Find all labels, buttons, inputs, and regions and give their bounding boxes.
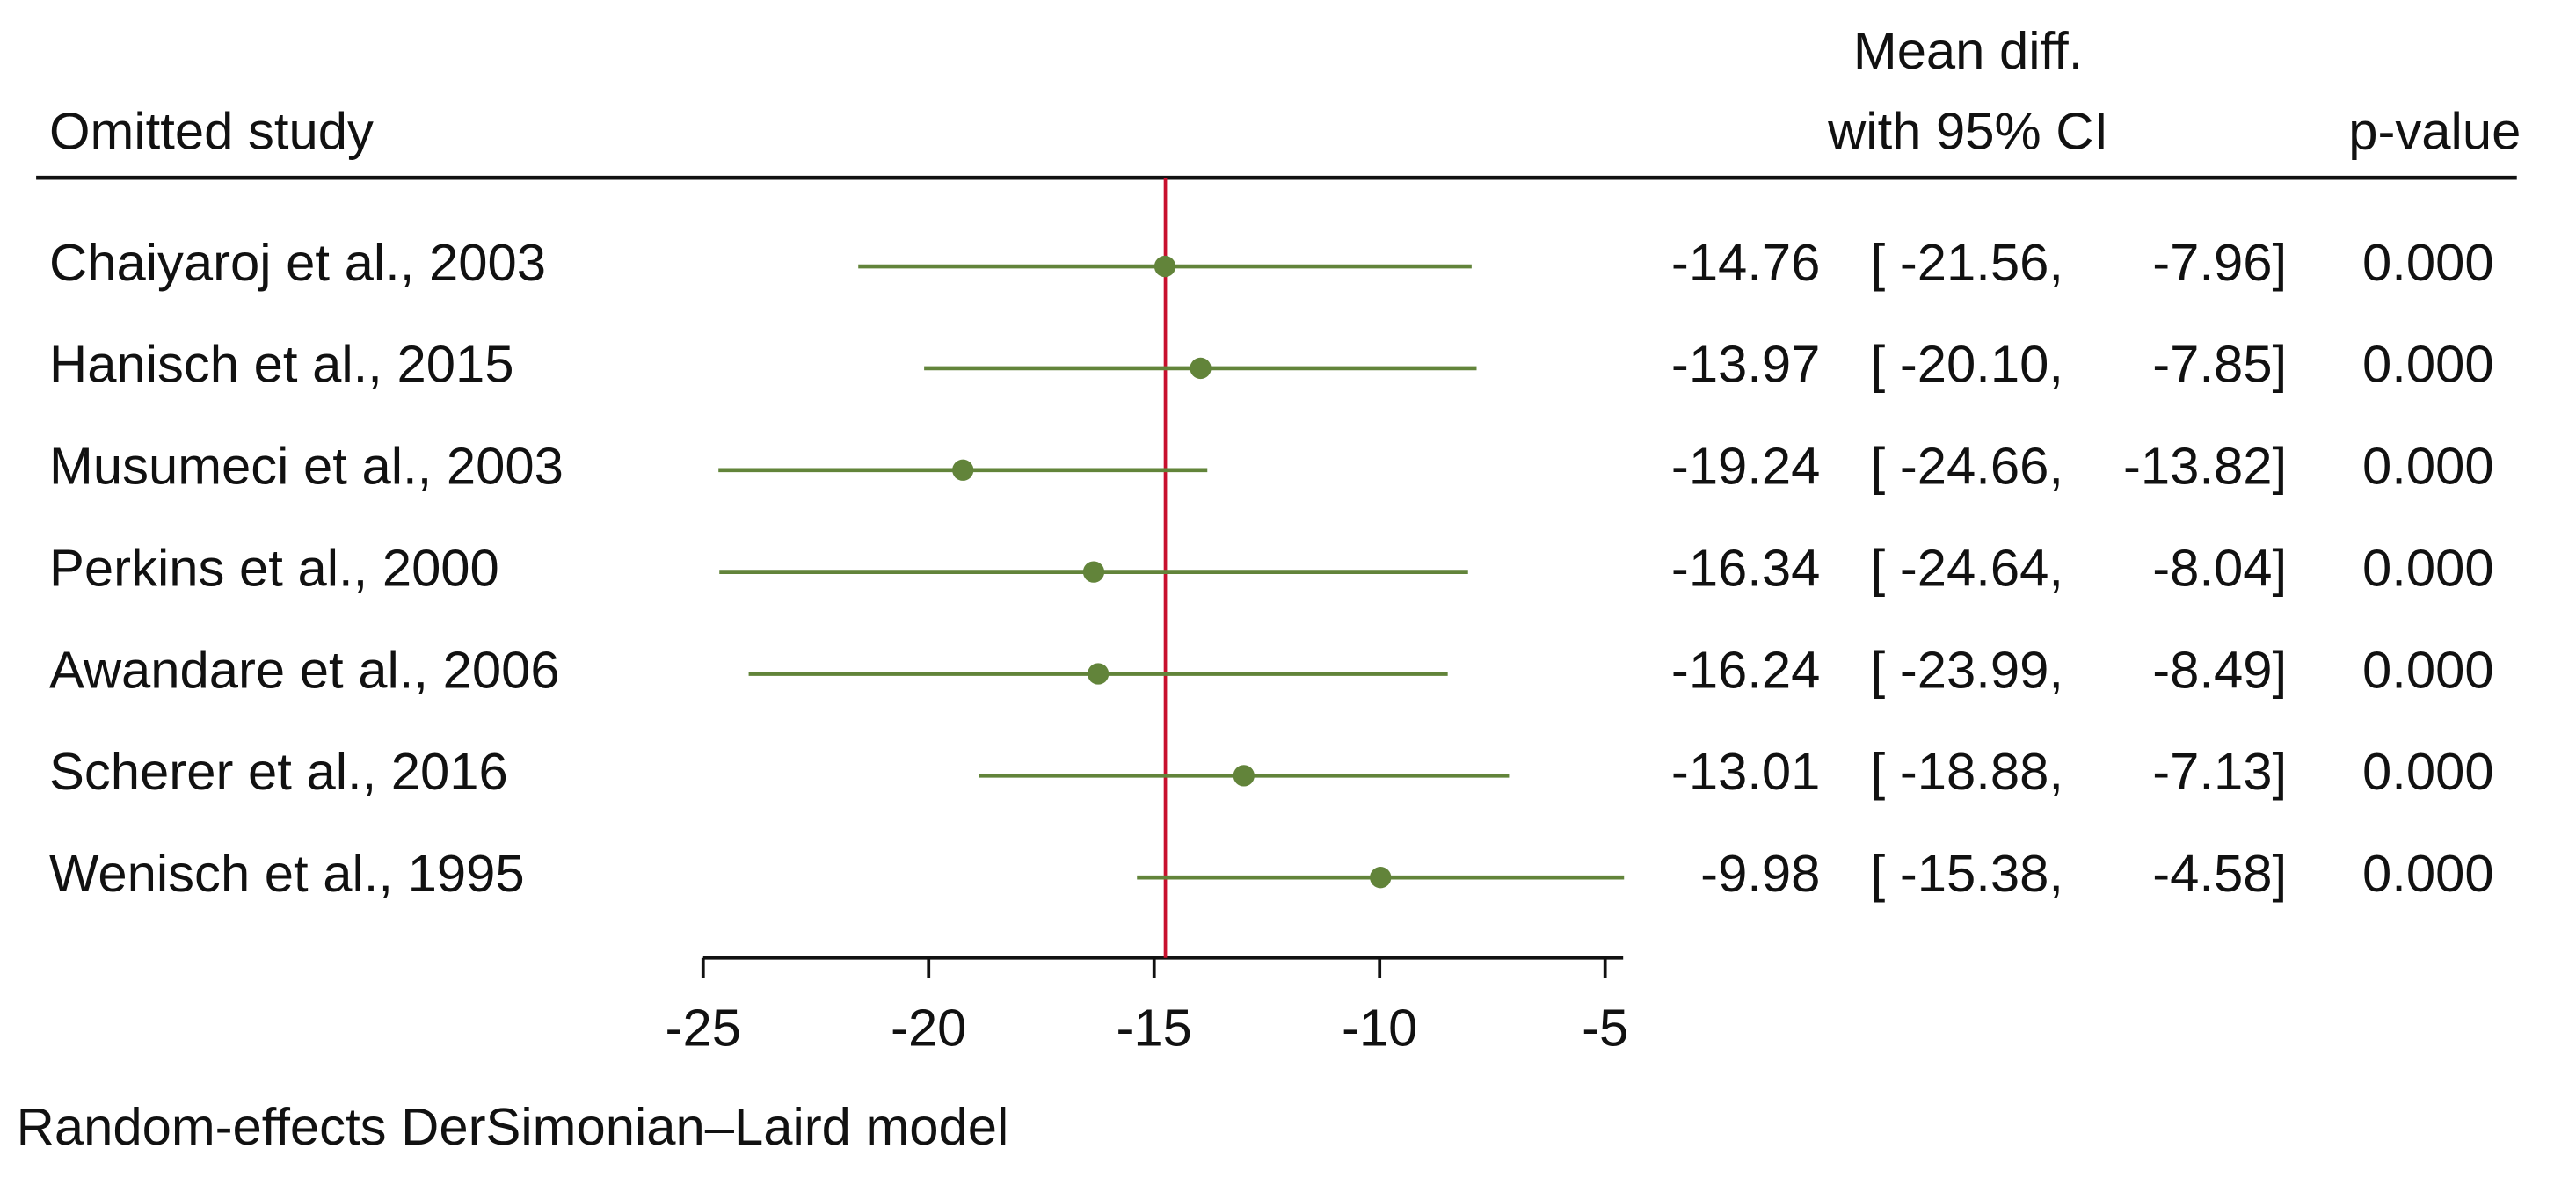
study-label: Awandare et al., 2006 bbox=[49, 640, 560, 699]
ci-upper-label: -13.82] bbox=[2123, 437, 2287, 496]
point-estimate bbox=[1233, 765, 1255, 787]
ci-lower-label: [ -24.66, bbox=[1871, 437, 2063, 496]
p-value-label: 0.000 bbox=[2362, 538, 2494, 597]
p-value-label: 0.000 bbox=[2362, 742, 2494, 801]
mean-label: -14.76 bbox=[1671, 233, 1821, 292]
ci-lower-label: [ -23.99, bbox=[1871, 640, 2063, 699]
x-tick-label: -10 bbox=[1342, 999, 1417, 1058]
ci-lower-label: [ -15.38, bbox=[1871, 844, 2063, 903]
mean-label: -19.24 bbox=[1671, 437, 1821, 496]
x-tick-label: -20 bbox=[891, 999, 966, 1058]
header-effect: with 95% CI bbox=[1827, 101, 2108, 160]
point-estimate bbox=[1082, 561, 1105, 583]
mean-label: -13.97 bbox=[1671, 335, 1821, 394]
x-tick-label: -25 bbox=[666, 999, 741, 1058]
p-value-label: 0.000 bbox=[2362, 640, 2494, 699]
point-estimate bbox=[952, 459, 974, 481]
mean-label: -16.34 bbox=[1671, 538, 1821, 597]
ci-upper-label: -8.04] bbox=[2152, 538, 2287, 597]
point-estimate bbox=[1370, 867, 1392, 889]
p-value-label: 0.000 bbox=[2362, 335, 2494, 394]
ci-upper-label: -4.58] bbox=[2152, 844, 2287, 903]
mean-label: -9.98 bbox=[1700, 844, 1820, 903]
mean-label: -16.24 bbox=[1671, 640, 1821, 699]
study-label: Scherer et al., 2016 bbox=[49, 742, 508, 801]
x-tick-label: -5 bbox=[1582, 999, 1628, 1058]
mean-label: -13.01 bbox=[1671, 742, 1821, 801]
x-tick-label: -15 bbox=[1117, 999, 1192, 1058]
header-study: Omitted study bbox=[49, 101, 374, 160]
ci-lower-label: [ -18.88, bbox=[1871, 742, 2063, 801]
study-label: Chaiyaroj et al., 2003 bbox=[49, 233, 546, 292]
ci-lower-label: [ -20.10, bbox=[1871, 335, 2063, 394]
ci-upper-label: -7.85] bbox=[2152, 335, 2287, 394]
point-estimate bbox=[1087, 663, 1110, 685]
study-label: Hanisch et al., 2015 bbox=[49, 335, 513, 394]
point-estimate bbox=[1190, 357, 1212, 380]
ci-upper-label: -7.96] bbox=[2152, 233, 2287, 292]
p-value-label: 0.000 bbox=[2362, 844, 2494, 903]
study-label: Musumeci et al., 2003 bbox=[49, 437, 564, 496]
header-effect: Mean diff. bbox=[1853, 21, 2083, 80]
ci-lower-label: [ -24.64, bbox=[1871, 538, 2063, 597]
study-label: Perkins et al., 2000 bbox=[49, 538, 499, 597]
note: Random-effects DerSimonian–Laird model bbox=[17, 1097, 1009, 1156]
p-value-label: 0.000 bbox=[2362, 437, 2494, 496]
ci-lower-label: [ -21.56, bbox=[1871, 233, 2063, 292]
p-value-label: 0.000 bbox=[2362, 233, 2494, 292]
header-p: p-value bbox=[2348, 101, 2521, 160]
ci-upper-label: -7.13] bbox=[2152, 742, 2287, 801]
point-estimate bbox=[1153, 255, 1176, 278]
ci-upper-label: -8.49] bbox=[2152, 640, 2287, 699]
study-label: Wenisch et al., 1995 bbox=[49, 844, 525, 903]
